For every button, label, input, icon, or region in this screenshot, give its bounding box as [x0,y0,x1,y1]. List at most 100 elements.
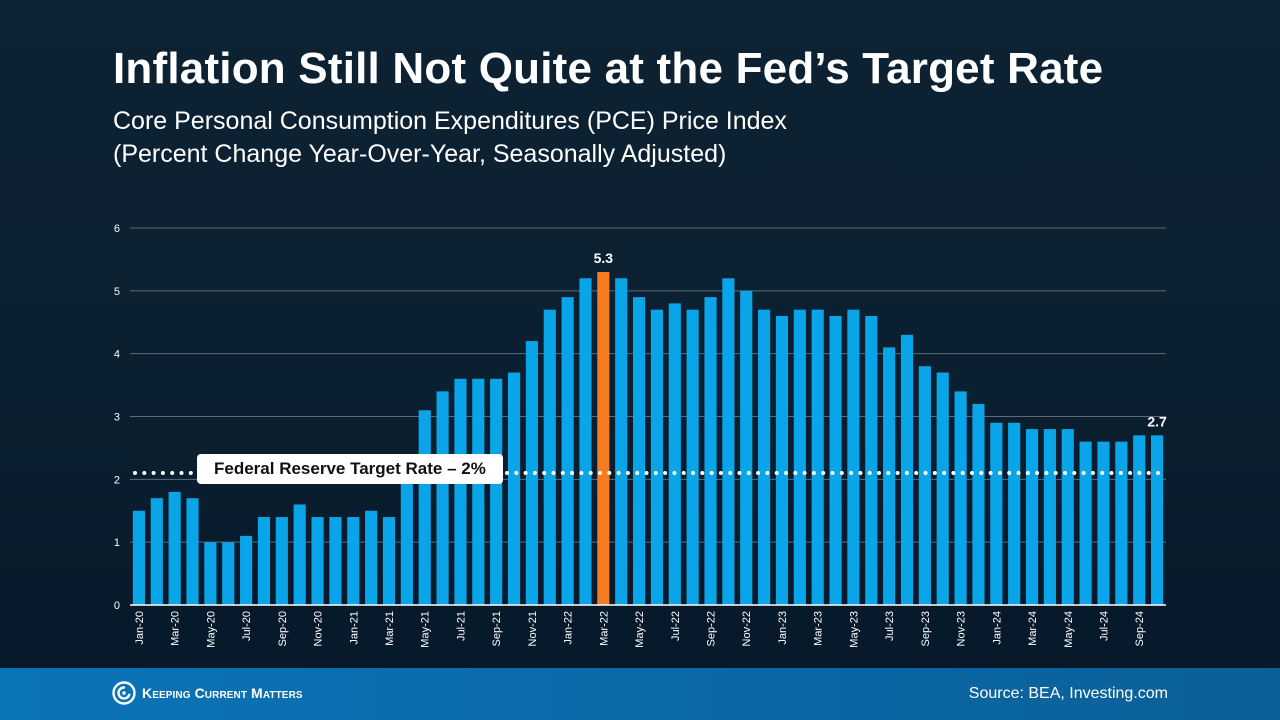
pce-bar-chart: 0 1 2 3 4 5 6 Jan-20 Mar-20 May-20 Jul-20 Sep-20 No… [114,223,1167,648]
x-tick-label: Mar-20 [170,611,182,646]
bar-nov-21 [525,341,538,605]
bar-mar-22 [597,271,610,605]
x-tick-label: Jan-24 [991,611,1003,645]
bars [132,271,1164,605]
x-tick-label: Sep-24 [1134,611,1146,646]
bar-jul-21 [454,378,467,605]
y-tick-label: 6 [114,223,120,235]
bar-jun-24 [1079,441,1092,605]
x-tick-label: Nov-20 [313,611,325,646]
bar-dec-20 [329,517,342,605]
y-axis-tick-labels: 0 1 2 3 4 5 6 [114,223,120,612]
bar-jan-22 [561,297,574,605]
bar-jul-22 [668,303,681,605]
y-tick-label: 4 [114,349,120,361]
y-tick-label: 0 [114,600,120,612]
x-tick-label: May-23 [848,611,860,648]
x-tick-label: May-20 [205,611,217,648]
bar-jun-21 [436,391,449,605]
bar-mar-20 [168,491,181,605]
x-tick-label: Sep-21 [491,611,503,646]
bar-mar-21 [382,517,396,605]
y-tick-label: 2 [114,474,120,486]
x-tick-label: Nov-21 [527,611,539,646]
bar-aug-21 [472,378,485,605]
bar-apr-23 [829,315,842,605]
bar-nov-20 [311,517,324,605]
data-label: 2.7 [1147,413,1167,429]
x-tick-label: Sep-20 [277,611,289,646]
kcm-logo-icon [112,681,136,705]
x-tick-label: Mar-24 [1027,611,1039,646]
data-label: 5.3 [594,250,614,266]
bar-feb-23 [793,309,806,605]
bar-jan-20 [132,510,146,605]
bar-sep-21 [490,378,503,605]
x-tick-label: Jul-21 [455,611,467,641]
bar-apr-24 [1043,429,1056,605]
bar-sep-23 [918,366,931,605]
x-tick-label: May-22 [634,611,646,648]
data-labels: 5.3 2.7 [594,250,1167,429]
bar-mar-24 [1025,429,1039,605]
x-tick-label: Jan-22 [563,611,575,645]
chart-subtitle-line2: (Percent Change Year-Over-Year, Seasonal… [113,140,727,168]
chart-title: Inflation Still Not Quite at the Fed’s T… [113,44,1104,93]
y-tick-label: 3 [114,412,120,424]
bar-jul-24 [1097,441,1110,605]
x-tick-label: Mar-23 [813,611,825,646]
source-note: Source: BEA, Investing.com [968,685,1168,702]
bar-jul-23 [883,347,896,605]
bar-nov-23 [954,391,967,605]
bar-feb-20 [150,498,163,605]
brand: Keeping Current Matters [112,681,303,705]
bar-feb-21 [365,510,378,605]
bar-apr-21 [400,479,413,605]
x-tick-label: May-24 [1063,611,1075,648]
bar-oct-24 [1150,435,1164,605]
bar-dec-21 [543,309,556,605]
bar-oct-22 [722,278,735,605]
bar-feb-22 [579,278,592,605]
bar-may-23 [847,309,860,605]
bar-aug-24 [1115,441,1128,605]
x-tick-label: May-21 [420,611,432,648]
bar-apr-20 [186,498,199,605]
bar-may-22 [632,297,646,605]
bar-jan-21 [347,517,360,605]
x-tick-label: Jan-21 [348,611,360,645]
bar-dec-22 [758,309,771,605]
bar-jan-24 [990,422,1003,605]
x-tick-label: Jul-23 [884,611,896,641]
bar-oct-21 [507,372,521,605]
bar-aug-22 [686,309,699,605]
x-tick-label: Mar-21 [384,611,396,646]
bar-aug-20 [257,517,271,605]
bar-jan-23 [775,315,789,605]
bar-jul-20 [240,535,253,605]
bar-aug-23 [900,334,914,605]
x-tick-label: Sep-22 [706,611,718,646]
bar-oct-20 [293,504,306,605]
bar-may-24 [1061,429,1074,605]
bar-dec-23 [972,403,985,605]
x-tick-label: Nov-22 [741,611,753,646]
x-tick-label: Sep-23 [920,611,932,646]
bar-oct-23 [936,372,949,605]
target-rate-label: Federal Reserve Target Rate – 2% [197,454,503,484]
bar-jun-20 [222,542,235,605]
bar-jun-23 [865,315,878,605]
bar-nov-22 [740,290,753,605]
bar-jun-22 [650,309,664,605]
x-tick-label: Mar-22 [598,611,610,646]
bar-may-21 [418,410,431,605]
bar-sep-22 [704,297,717,605]
bar-apr-22 [615,278,628,605]
x-tick-label: Jul-20 [241,611,253,641]
x-tick-label: Jul-24 [1098,611,1110,641]
bar-mar-23 [811,309,824,605]
y-tick-label: 5 [114,286,120,298]
brand-name: Keeping Current Matters [142,685,303,701]
x-tick-label: Jan-20 [134,611,146,645]
y-tick-label: 1 [114,537,120,549]
